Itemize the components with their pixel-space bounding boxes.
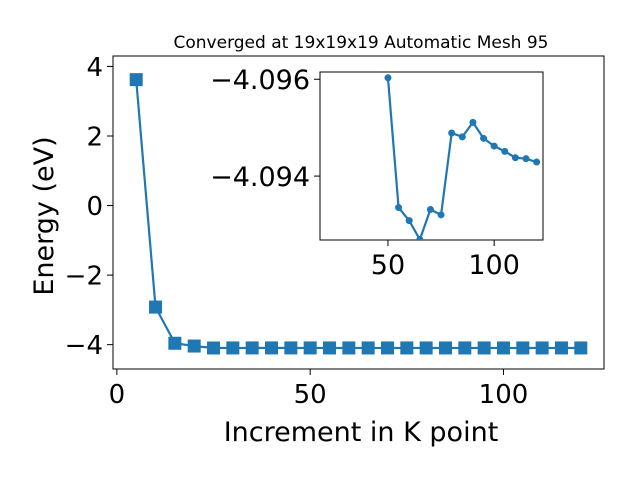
data-point-marker [554, 341, 568, 355]
data-point-marker [342, 341, 356, 355]
data-point-marker [438, 341, 452, 355]
data-point-marker [458, 341, 472, 355]
data-point-marker [522, 155, 530, 163]
x-tick-label: 50 [294, 380, 327, 410]
data-point-marker [480, 134, 488, 142]
y-tick-label: 2 [86, 122, 103, 152]
x-axis-label: Increment in K point [224, 417, 499, 448]
x-tick-label: 100 [468, 250, 520, 281]
data-point-marker [168, 336, 182, 350]
y-tick-label: 4 [86, 53, 103, 83]
data-point-marker [380, 341, 394, 355]
data-point-marker [574, 341, 588, 355]
data-point-marker [535, 341, 549, 355]
data-point-marker [284, 341, 298, 355]
data-point-marker [361, 341, 375, 355]
main-series [129, 73, 588, 355]
y-tick-label: −2 [65, 261, 103, 291]
data-point-marker [395, 204, 403, 212]
data-point-marker [384, 74, 392, 82]
y-tick-label: −4.094 [210, 162, 310, 193]
main-x-ticks: 0 50 100 [109, 369, 529, 410]
data-point-marker [458, 133, 466, 141]
inset-series [384, 74, 541, 240]
data-point-marker [245, 341, 259, 355]
data-point-marker [437, 211, 445, 219]
data-point-marker [511, 154, 519, 162]
data-point-marker [207, 341, 221, 355]
data-point-marker [265, 341, 279, 355]
x-tick-label: 0 [109, 380, 126, 410]
data-point-marker [400, 341, 414, 355]
data-point-marker [501, 147, 509, 155]
main-y-ticks: 4 2 0 −2 −4 [65, 53, 113, 361]
data-point-marker [448, 129, 456, 137]
series-clip-group [384, 74, 541, 240]
chart-title: Converged at 19x19x19 Automatic Mesh 95 [174, 33, 549, 53]
data-point-marker [129, 73, 143, 87]
main-plot: Converged at 19x19x19 Automatic Mesh 95 … [29, 33, 605, 448]
data-point-marker [516, 341, 530, 355]
data-point-marker [469, 118, 477, 126]
data-point-marker [477, 341, 491, 355]
data-point-marker [496, 341, 510, 355]
data-point-marker [323, 341, 337, 355]
y-axis-label: Energy (eV) [29, 136, 60, 295]
data-point-marker [419, 341, 433, 355]
y-tick-label: 0 [86, 192, 103, 222]
data-point-marker [187, 339, 201, 353]
data-point-marker [533, 158, 541, 166]
data-point-marker [490, 142, 498, 150]
inset-plot-frame [319, 71, 544, 241]
series-clip-group [129, 73, 588, 355]
data-point-marker [303, 341, 317, 355]
data-point-marker [416, 236, 424, 240]
main-plot-frame [112, 55, 605, 370]
x-tick-label: 100 [479, 380, 529, 410]
x-tick-label: 50 [371, 250, 405, 281]
data-point-marker [226, 341, 240, 355]
inset-y-ticks: −4.096 −4.094 [210, 65, 320, 193]
inset-x-ticks: 50 100 [371, 240, 520, 281]
data-point-marker [426, 205, 434, 213]
y-tick-label: −4 [65, 331, 103, 361]
data-point-marker [149, 300, 163, 314]
data-point-marker [405, 217, 413, 225]
y-tick-label: −4.096 [210, 65, 310, 96]
inset-plot: 50 100 −4.096 −4.094 [210, 65, 544, 281]
